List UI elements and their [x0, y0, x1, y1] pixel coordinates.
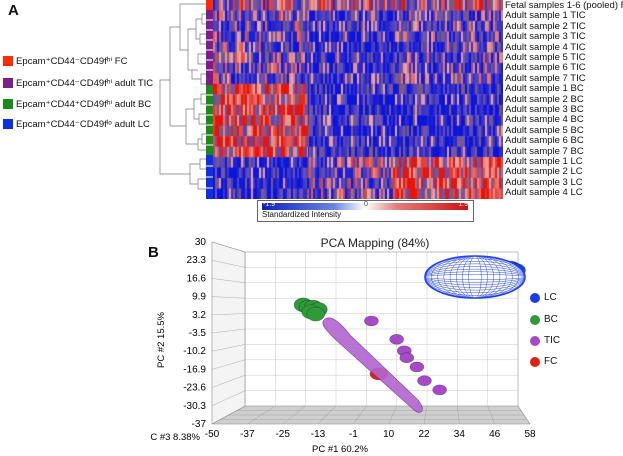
sample-label: Adult sample 1 BC	[505, 83, 584, 95]
legend-item-lc: LC	[530, 292, 557, 303]
sample-label: Adult sample 2 TIC	[505, 20, 586, 32]
y-tick-label: -10.2	[183, 346, 206, 357]
x-axis-label: PC #1 60.2%	[312, 444, 369, 455]
x-tick-label: 10	[383, 429, 395, 440]
sample-label: Adult sample 2 BC	[505, 93, 584, 105]
sample-label: Adult sample 1 LC	[505, 156, 583, 167]
left-wall	[211, 241, 246, 425]
legend-label: LC	[544, 292, 557, 303]
y-tick-label: -16.9	[183, 364, 206, 375]
purple-dot-icon	[530, 335, 540, 346]
tic-data-point	[364, 315, 379, 327]
legend-item-tic: TIC	[530, 335, 560, 346]
colorbar-mid-label: 0	[364, 201, 368, 208]
pca-legend: LC BC TIC FC	[530, 292, 590, 382]
sample-label: Adult sample 1 TIC	[505, 10, 586, 22]
tic-data-point	[399, 352, 415, 364]
bc-data-point	[306, 306, 326, 322]
green-square-icon	[3, 99, 13, 109]
y-axis-label: PC #2 15.5%	[156, 311, 167, 368]
z-axis-label: PC #3 8.38%	[150, 432, 201, 443]
tic-data-point	[432, 384, 447, 396]
sample-label: Adult sample 4 TIC	[505, 41, 586, 53]
sample-label: Adult sample 4 BC	[505, 114, 584, 126]
lc-confidence-ellipsoid	[424, 255, 526, 299]
tic-data-point	[389, 334, 404, 345]
legend-label: Epcam⁺CD44⁻CD49fˡᵒ adult LC	[16, 118, 150, 130]
y-tick-label: 9.9	[192, 292, 206, 303]
colorbar-caption: Standardized Intensity	[262, 210, 342, 219]
intensity-colorbar: -1.9 0 1.9 Standardized Intensity	[257, 200, 474, 222]
chart-title: PCA Mapping (84%)	[321, 236, 430, 250]
sample-label: Adult sample 3 TIC	[505, 31, 586, 43]
group-color-strip	[206, 0, 213, 199]
legend-item-fc: FC	[530, 356, 557, 367]
sample-label: Fetal samples 1-6 (pooled) FC	[505, 0, 623, 11]
x-tick-label: -25	[275, 429, 290, 440]
y-tick-label: -37	[192, 419, 207, 430]
y-tick-label: -23.6	[183, 383, 206, 394]
sample-label: Adult sample 3 BC	[505, 104, 584, 115]
y-tick-label: 23.3	[187, 255, 207, 266]
y-tick-label: 30	[195, 237, 207, 248]
y-tick-label: -3.5	[189, 328, 207, 339]
y-tick-label: -30.3	[183, 401, 206, 412]
x-tick-label: -1	[349, 429, 358, 440]
sample-label: Adult sample 4 LC	[505, 187, 583, 199]
sample-label: Adult sample 7 TIC	[505, 72, 586, 84]
legend-label: BC	[544, 314, 558, 325]
x-tick-label: -50	[205, 429, 220, 440]
tic-data-point	[409, 361, 425, 373]
red-dot-icon	[530, 356, 540, 367]
blue-square-icon	[3, 119, 13, 129]
legend-item-tic: Epcam⁺CD44⁻CD49fʰⁱ adult TIC	[3, 76, 153, 90]
y-tick-label: 3.2	[192, 310, 206, 321]
x-tick-label: -13	[311, 429, 326, 440]
panel-b-letter: B	[148, 244, 159, 261]
purple-square-icon	[3, 78, 13, 88]
legend-label: Epcam⁺CD44⁻CD49fʰⁱ adult TIC	[16, 77, 154, 89]
sample-label-list: Fetal samples 1-6 (pooled) FC Adult sampl…	[505, 0, 623, 200]
pca-mapping-chart: PCA Mapping (84%) 30 23.3 16.6 9.9 3.2 -3.5 -1…	[150, 236, 536, 455]
x-tick-label: 22	[418, 429, 430, 440]
legend-item-fc: Epcam⁺CD44⁻CD49fʰⁱ FC	[3, 54, 127, 68]
legend-label: Epcam⁺CD44⁻CD49fʰⁱ FC	[16, 55, 128, 67]
tic-confidence-ellipsoid	[322, 317, 423, 413]
sample-label: Adult sample 6 BC	[505, 135, 584, 147]
colorbar-gradient	[262, 203, 468, 210]
x-tick-label: 58	[524, 429, 536, 440]
sample-label: Adult sample 5 TIC	[505, 52, 586, 63]
colorbar-min-label: -1.9	[263, 201, 276, 208]
blue-dot-icon	[530, 292, 540, 303]
expression-heatmap	[213, 0, 503, 199]
sample-label: Adult sample 2 LC	[505, 166, 583, 178]
legend-label: TIC	[544, 335, 561, 346]
sample-label: Adult sample 5 BC	[505, 124, 584, 136]
panel-a-letter: A	[8, 2, 19, 19]
y-tick-label: 16.6	[187, 273, 207, 284]
sample-label: Adult sample 3 LC	[505, 176, 583, 188]
colorbar-max-label: 1.9	[458, 201, 468, 208]
legend-item-bc: Epcam⁺CD44⁺CD49fʰⁱ adult BC	[3, 97, 151, 111]
sample-label: Adult sample 6 TIC	[505, 62, 586, 74]
x-tick-label: 46	[489, 429, 501, 440]
sample-dendrogram	[159, 3, 206, 190]
legend-item-lc: Epcam⁺CD44⁻CD49fˡᵒ adult LC	[3, 117, 150, 131]
legend-item-bc: BC	[530, 314, 558, 325]
legend-label: FC	[544, 356, 558, 367]
tic-data-point	[417, 375, 432, 387]
sample-label: Adult sample 7 BC	[505, 145, 584, 157]
green-dot-icon	[530, 314, 540, 325]
red-square-icon	[3, 56, 13, 66]
legend-label: Epcam⁺CD44⁺CD49fʰⁱ adult BC	[16, 98, 152, 110]
x-tick-label: -37	[240, 429, 255, 440]
x-tick-label: 34	[454, 429, 466, 440]
